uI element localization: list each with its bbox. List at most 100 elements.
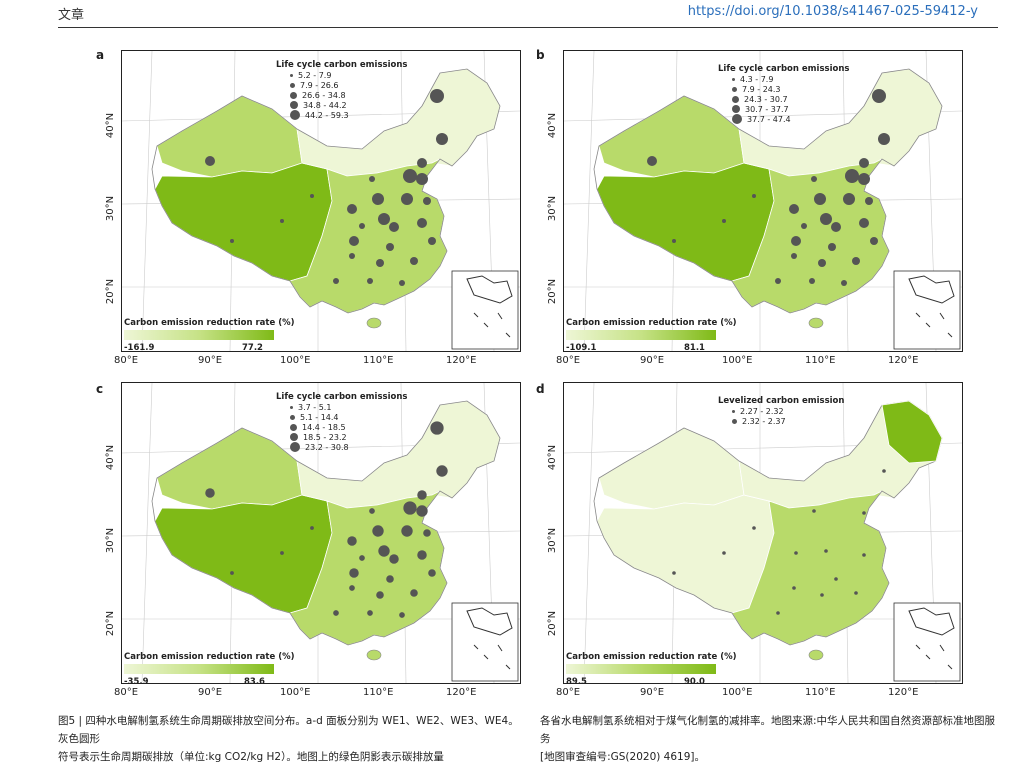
- region-northeast: [881, 400, 943, 464]
- y-tick: 40°N: [105, 444, 117, 471]
- panel-c-map-frame: [121, 382, 521, 684]
- inset-outline: [466, 607, 513, 670]
- south-sea-inset: [451, 602, 519, 682]
- emission-dot: [280, 219, 284, 223]
- emission-dot: [416, 173, 428, 185]
- emission-dot: [386, 243, 394, 251]
- emission-dot: [870, 237, 878, 245]
- legend-item: 23.2 - 30.8: [290, 442, 407, 452]
- emission-dot: [389, 222, 399, 232]
- emission-dot: [403, 169, 417, 183]
- emission-dot: [722, 551, 726, 555]
- emission-dot: [230, 239, 234, 243]
- x-tick: 110°E: [805, 355, 836, 366]
- panel-b-size-legend: Life cycle carbon emissions 4.3 - 7.9 7.…: [718, 64, 849, 124]
- colorbar-min: 89.5: [566, 677, 587, 687]
- x-tick: 100°E: [280, 687, 311, 698]
- caption-line: 符号表示生命周期碳排放（单位:kg CO2/kg H2）。地图上的绿色阴影表示碳…: [58, 751, 444, 763]
- panel-b-colorbar: Carbon emission reduction rate (%) -109.…: [566, 318, 736, 353]
- legend-item: 34.8 - 44.2: [290, 100, 407, 110]
- emission-dot: [376, 591, 384, 599]
- y-tick: 30°N: [547, 195, 559, 222]
- region-west: [598, 427, 745, 510]
- size-dot-icon: [290, 433, 298, 441]
- panel-b-map: [564, 51, 962, 351]
- emission-dot: [436, 465, 448, 477]
- y-tick: 40°N: [547, 444, 559, 471]
- emission-dot: [205, 488, 215, 498]
- x-tick: 100°E: [280, 355, 311, 366]
- panel-b-label: b: [536, 48, 545, 62]
- x-tick: 120°E: [446, 355, 477, 366]
- panel-a-map: [122, 51, 520, 351]
- y-tick: 30°N: [105, 527, 117, 554]
- emission-dot: [858, 173, 870, 185]
- legend-item: 44.2 - 59.3: [290, 110, 407, 120]
- legend-item: 5.1 - 14.4: [290, 412, 407, 422]
- legend-item: 5.2 - 7.9: [290, 70, 407, 80]
- emission-dot: [349, 568, 359, 578]
- colorbar-max: 77.2: [242, 343, 263, 353]
- emission-dot: [878, 133, 890, 145]
- emission-dot: [369, 176, 375, 182]
- emission-dot: [814, 193, 826, 205]
- emission-dot: [752, 526, 756, 530]
- graticule-line: [583, 51, 595, 351]
- hainan-island: [366, 649, 382, 661]
- size-dot-icon: [290, 405, 293, 409]
- emission-dot: [399, 280, 405, 286]
- panel-b-map-frame: [563, 50, 963, 352]
- colorbar-title: Carbon emission reduction rate (%): [124, 318, 295, 328]
- colorbar-min: -161.9: [124, 343, 155, 353]
- emission-dot: [403, 501, 417, 515]
- emission-dot: [791, 236, 801, 246]
- panel-c-label: c: [96, 382, 104, 396]
- doi-link[interactable]: https://doi.org/10.1038/s41467-025-59412…: [687, 4, 978, 19]
- graticule-line: [141, 51, 153, 351]
- emission-dot: [399, 612, 405, 618]
- emission-dot: [818, 259, 826, 267]
- emission-dot: [436, 133, 448, 145]
- emission-dot: [789, 204, 799, 214]
- colorbar-max: 90.0: [684, 677, 705, 687]
- emission-dot: [722, 219, 726, 223]
- emission-dot: [831, 222, 841, 232]
- size-dot-icon: [732, 114, 742, 124]
- caption-line: [地图审查编号:GS(2020) 4619]。: [540, 751, 706, 763]
- x-tick: 110°E: [805, 687, 836, 698]
- emission-dot: [349, 253, 355, 259]
- emission-dot: [333, 278, 339, 284]
- emission-dot: [430, 89, 444, 103]
- size-dot-icon: [290, 423, 297, 431]
- country-outline: [151, 400, 501, 646]
- emission-dot: [349, 236, 359, 246]
- emission-dot: [417, 490, 427, 500]
- header-rule: [58, 27, 998, 28]
- size-dot-icon: [290, 91, 297, 99]
- size-dot-icon: [290, 82, 295, 88]
- hainan-island: [808, 317, 824, 329]
- x-tick: 120°E: [888, 687, 919, 698]
- colorbar-min: -35.9: [124, 677, 149, 687]
- emission-dot: [834, 577, 838, 581]
- size-dot-icon: [290, 442, 300, 452]
- size-dot-icon: [732, 418, 737, 424]
- panel-a-legend-title: Life cycle carbon emissions: [276, 60, 408, 70]
- emission-dot: [862, 553, 866, 557]
- panel-d-colorbar: Carbon emission reduction rate (%) 89.5 …: [566, 652, 736, 687]
- colorbar-title: Carbon emission reduction rate (%): [124, 652, 295, 662]
- emission-dot: [372, 193, 384, 205]
- colorbar-max: 83.6: [244, 677, 265, 687]
- emission-dot: [401, 525, 413, 537]
- panel-b: b Life cycle carbon emissions 4.3 - 7.9 …: [500, 40, 970, 370]
- hainan-island: [366, 317, 382, 329]
- country-outline: [593, 400, 943, 646]
- emission-dot: [841, 280, 847, 286]
- x-tick: 120°E: [888, 355, 919, 366]
- emission-dot: [672, 571, 676, 575]
- emission-dot: [347, 204, 357, 214]
- colorbar-gradient: [566, 330, 716, 340]
- emission-dot: [852, 257, 860, 265]
- emission-dot: [752, 194, 756, 198]
- x-tick: 80°E: [556, 687, 581, 698]
